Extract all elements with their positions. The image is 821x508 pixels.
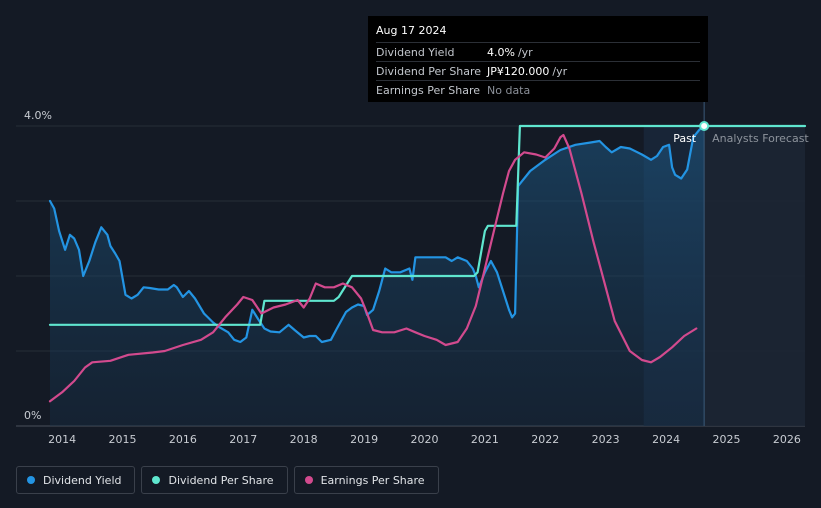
x-tick-label: 2022 [531, 433, 559, 446]
dividend-yield-area [50, 126, 705, 426]
tooltip-row-name: Dividend Per Share [376, 65, 482, 78]
tooltip-row-dividend-yield: Dividend Yield 4.0% /yr [376, 42, 700, 61]
legend-label: Dividend Yield [43, 473, 122, 487]
tooltip-row-value: JP¥120.000 [487, 65, 550, 78]
tooltip-row-value: No data [487, 84, 531, 97]
tooltip-date: Aug 17 2024 [376, 24, 447, 37]
x-tick-label: 2019 [350, 433, 378, 446]
dividend-per-share-line [48, 124, 807, 326]
forecast-label: Analysts Forecast [712, 132, 809, 145]
tooltip-row-unit: /yr [552, 65, 568, 78]
legend-label: Dividend Per Share [168, 473, 274, 487]
x-tick-label: 2026 [773, 433, 801, 446]
dividend-yield-line [48, 124, 706, 344]
tooltip-row-name: Earnings Per Share [376, 84, 481, 97]
legend-label: Earnings Per Share [320, 473, 425, 487]
x-tick-label: 2021 [471, 433, 499, 446]
legend-dot-icon [27, 476, 35, 484]
past-label: Past [673, 132, 697, 145]
tooltip-row-unit: /yr [517, 46, 533, 59]
x-tick-label: 2024 [652, 433, 680, 446]
y-tick-label: 4.0% [24, 109, 52, 122]
legend-dot-icon [152, 476, 161, 484]
grid-lines [16, 125, 805, 427]
x-tick-label: 2025 [712, 433, 740, 446]
chart-legend: Dividend Yield Dividend Per Share Earnin… [16, 466, 439, 494]
legend-item-earnings-per-share[interactable]: Earnings Per Share [293, 466, 439, 494]
tooltip-row-value: 4.0% [487, 46, 515, 59]
legend-dot-icon [304, 476, 313, 484]
y-tick-label: 0% [24, 409, 41, 422]
chart-tooltip: Aug 17 2024 Dividend Yield 4.0% /yr Divi… [368, 16, 708, 102]
x-tick-label: 2020 [410, 433, 438, 446]
x-tick-label: 2016 [169, 433, 197, 446]
tooltip-row-dividend-per-share: Dividend Per Share JP¥120.000 /yr [376, 61, 700, 80]
legend-item-dividend-per-share[interactable]: Dividend Per Share [141, 466, 288, 494]
x-tick-label: 2018 [290, 433, 318, 446]
tooltip-row-name: Dividend Yield [376, 46, 455, 59]
x-tick-label: 2017 [229, 433, 257, 446]
x-tick-label: 2015 [108, 433, 136, 446]
analysts-forecast-shade [704, 126, 805, 426]
tooltip-row-earnings-per-share: Earnings Per Share No data [376, 80, 700, 99]
x-tick-label: 2014 [48, 433, 76, 446]
x-tick-label: 2023 [592, 433, 620, 446]
hover-marker [699, 121, 710, 131]
legend-item-dividend-yield[interactable]: Dividend Yield [16, 466, 136, 494]
earnings-per-share-line [48, 133, 698, 403]
